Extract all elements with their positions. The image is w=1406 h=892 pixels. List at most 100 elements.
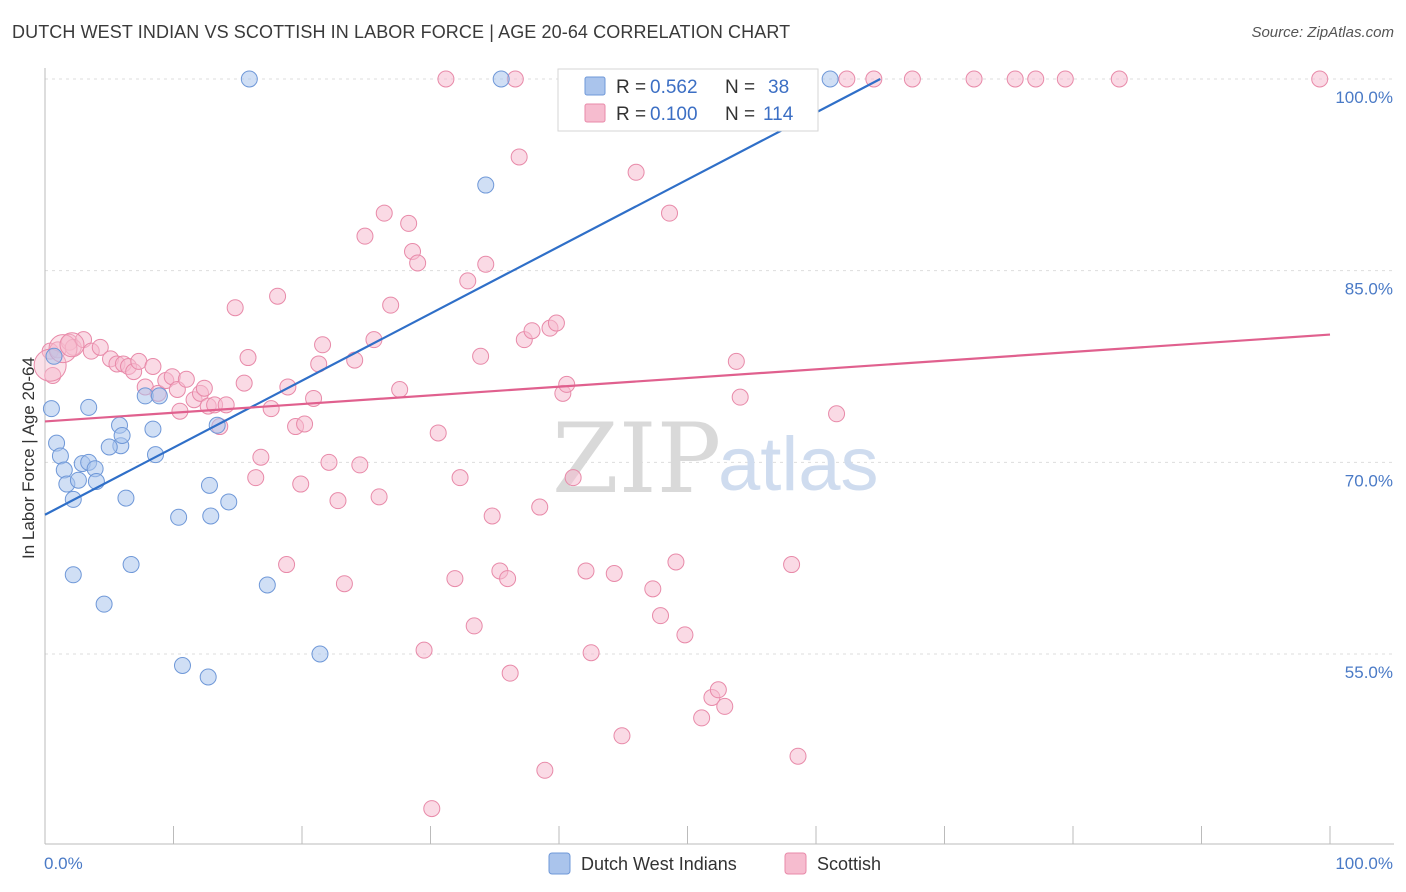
scottish-point <box>828 405 846 423</box>
legend-swatch-blue <box>584 76 606 96</box>
scottish-point <box>558 375 576 393</box>
watermark: ZIP atlas <box>552 403 879 515</box>
scottish-point <box>903 70 921 88</box>
scottish-point <box>314 336 332 354</box>
dutch-west-indians-trend-line <box>44 78 881 516</box>
scottish-point <box>296 415 314 433</box>
scottish-point <box>1311 70 1329 88</box>
bottom-legend-swatch-blue <box>548 852 571 875</box>
scottish-point <box>144 358 162 375</box>
scottish-point <box>429 424 447 442</box>
dutch-west-indians-point <box>45 347 63 365</box>
scottish-point <box>727 352 745 370</box>
scottish-point <box>247 469 265 487</box>
scottish-point <box>716 697 734 715</box>
scottish-point <box>195 379 213 397</box>
scottish-point <box>409 254 427 272</box>
y-tick-label: 70.0% <box>1345 471 1393 490</box>
scottish-point <box>582 644 600 662</box>
legend-n-label-pink: N = <box>725 104 755 125</box>
scottish-point <box>661 204 679 222</box>
legend-n-value-pink: 114 <box>763 104 794 125</box>
scottish-point <box>91 338 109 356</box>
scottish-point <box>644 580 662 598</box>
dutch-west-indians-point <box>117 489 135 507</box>
dutch-west-indians-point <box>477 176 495 194</box>
dutch-west-indians-point <box>821 70 839 88</box>
scottish-point <box>446 570 464 588</box>
bottom-legend: Dutch West Indians Scottish <box>548 852 881 875</box>
scottish-point <box>536 761 554 779</box>
dutch-west-indians-point <box>311 645 329 663</box>
x-tick-labels: 0.0% 100.0% <box>44 854 1393 873</box>
bottom-legend-label-blue: Dutch West Indians <box>581 854 737 874</box>
gridlines <box>45 78 1394 655</box>
scottish-point <box>356 227 374 245</box>
dutch-west-indians-point <box>42 400 60 418</box>
dutch-west-indians-point <box>492 70 510 88</box>
scottish-point <box>472 347 490 365</box>
dutch-west-indians-point <box>55 461 73 479</box>
legend-box: R = 0.562 N = 38 R = 0.100 N = 114 <box>557 68 819 132</box>
scottish-point <box>501 664 519 682</box>
dutch-west-indians-point <box>202 507 220 525</box>
scottish-point <box>437 70 455 88</box>
axes <box>44 68 1394 845</box>
scottish-point <box>477 255 495 273</box>
scottish-trend-line <box>44 333 1331 423</box>
dutch-west-indians-point <box>144 420 162 438</box>
legend-r-label-pink: R = <box>616 104 646 125</box>
dutch-west-indians-points <box>42 70 839 686</box>
scottish-point <box>1027 70 1045 88</box>
scottish-point <box>400 214 418 232</box>
scottish-point <box>423 800 441 818</box>
scottish-point <box>605 565 623 582</box>
dutch-west-indians-point <box>80 398 98 416</box>
y-tick-label: 100.0% <box>1335 88 1393 107</box>
watermark-atlas: atlas <box>718 422 879 507</box>
scottish-point <box>278 556 296 574</box>
scottish-point <box>865 70 883 88</box>
scottish-point <box>375 204 393 222</box>
scottish-point <box>262 400 280 418</box>
dutch-west-indians-point <box>136 387 154 405</box>
legend-n-value-blue: 38 <box>768 77 789 98</box>
legend-r-value-blue: 0.562 <box>650 77 698 98</box>
scottish-point <box>292 475 310 493</box>
source-label: Source: ZipAtlas.com <box>1251 24 1394 41</box>
dutch-west-indians-point <box>51 447 69 465</box>
scottish-point <box>965 70 983 88</box>
scottish-point <box>459 272 477 290</box>
scottish-point <box>465 617 483 635</box>
scottish-point <box>506 70 524 88</box>
dutch-west-indians-point <box>240 70 258 88</box>
scottish-point <box>499 570 517 588</box>
scottish-point <box>226 299 244 317</box>
scottish-point <box>531 498 549 516</box>
scottish-point <box>451 469 469 487</box>
scottish-point <box>391 381 409 398</box>
bottom-legend-label-pink: Scottish <box>817 854 881 874</box>
scottish-point-cluster <box>59 332 85 358</box>
scottish-point <box>789 747 807 765</box>
y-tick-label: 55.0% <box>1345 663 1393 682</box>
x-tick-label: 0.0% <box>44 854 83 873</box>
scottish-point <box>693 709 711 727</box>
dutch-west-indians-point <box>258 576 276 594</box>
scottish-point <box>329 492 347 510</box>
scottish-point <box>627 163 645 181</box>
scottish-point <box>838 70 856 88</box>
scottish-point <box>523 322 541 340</box>
dutch-west-indians-point <box>220 493 238 511</box>
dutch-west-indians-point <box>64 566 82 584</box>
x-tick-label: 100.0% <box>1335 854 1393 873</box>
scottish-point <box>577 562 595 580</box>
scottish-point <box>320 453 338 471</box>
dutch-west-indians-point <box>95 595 113 613</box>
scottish-point <box>709 681 727 699</box>
dutch-west-indians-point <box>122 556 140 574</box>
scottish-point <box>351 456 369 474</box>
scottish-point <box>483 507 501 525</box>
scottish-points <box>33 70 1329 818</box>
